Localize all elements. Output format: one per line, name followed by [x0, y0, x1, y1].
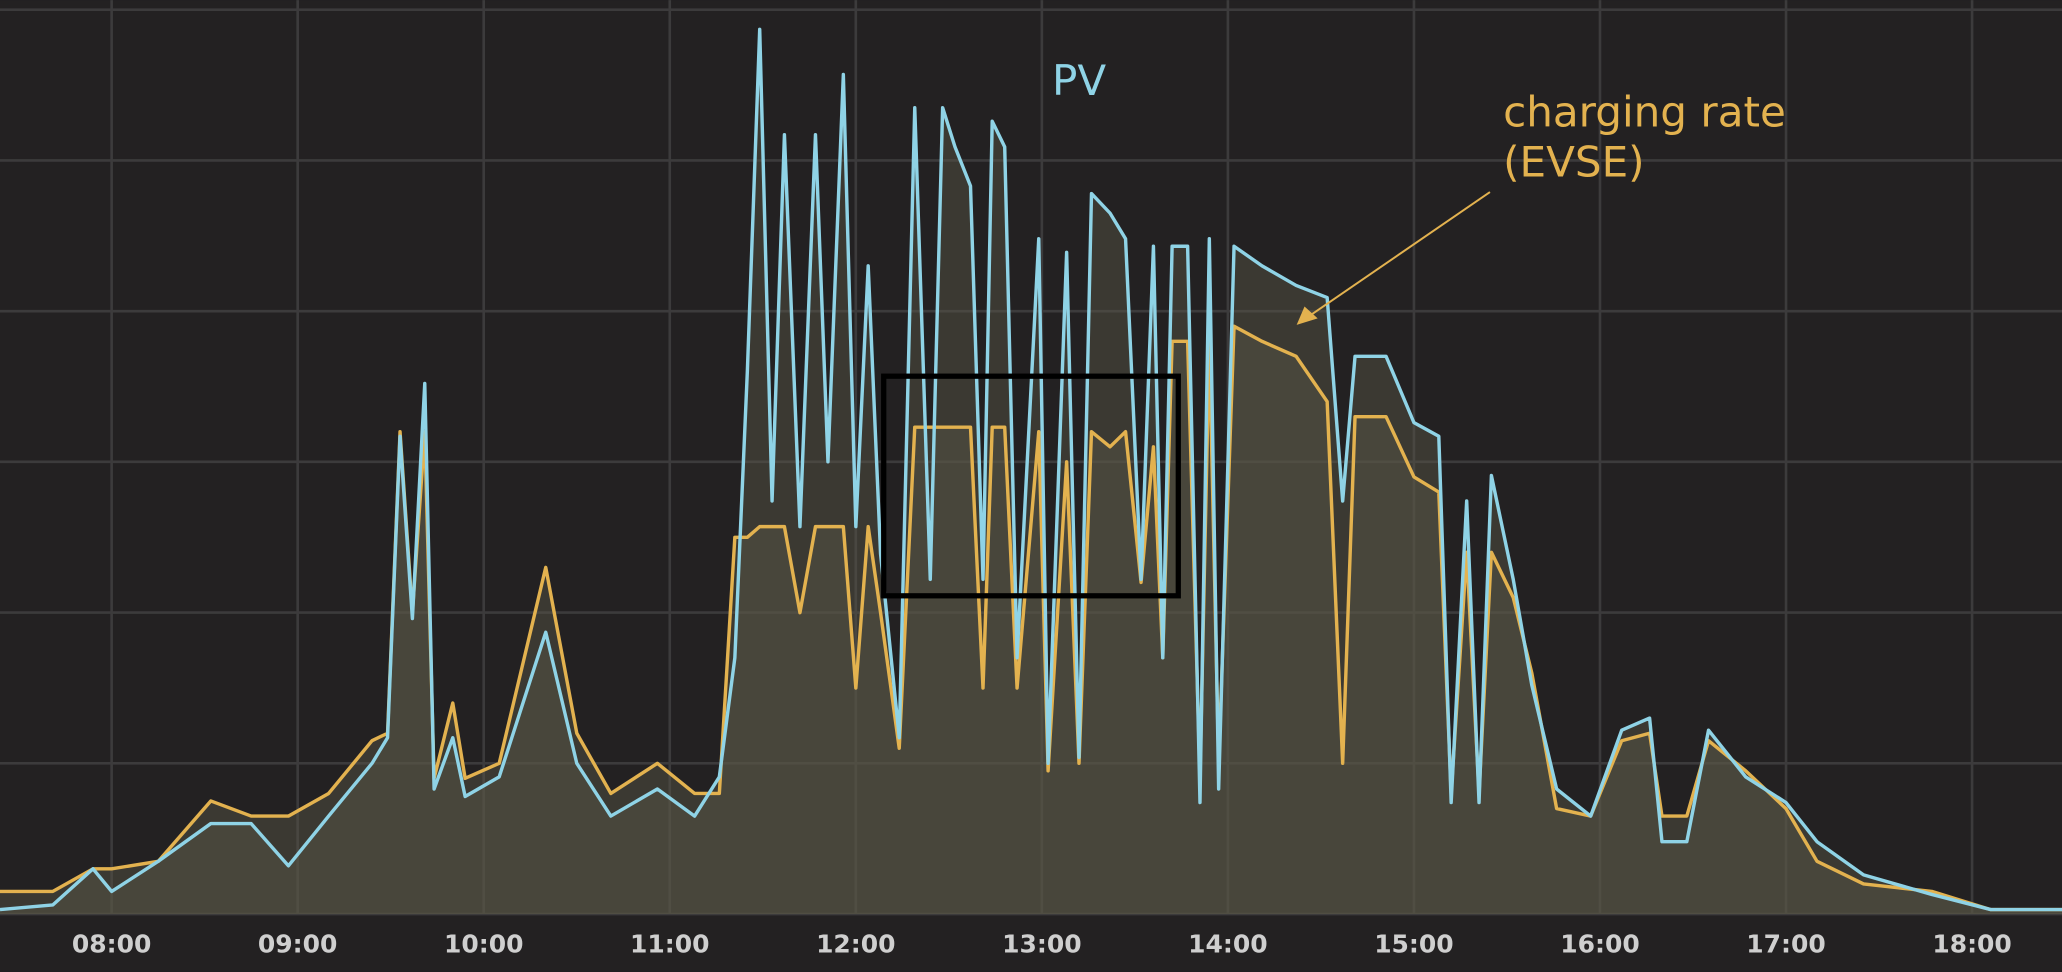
x-tick-label: 14:00	[1188, 930, 1267, 959]
annotation: charging rate	[1503, 87, 1786, 136]
arrow-line	[1309, 191, 1491, 317]
line	[0, 324, 2062, 912]
x-tick-label: 15:00	[1374, 930, 1453, 959]
plot-area	[0, 27, 2062, 915]
area	[0, 29, 2062, 915]
x-tick-label: 11:00	[630, 930, 709, 959]
line	[0, 27, 2062, 912]
x-tick-label: 13:00	[1002, 930, 1081, 959]
x-tick-label: 10:00	[444, 930, 523, 959]
arrow-head	[1296, 306, 1318, 325]
annotation: (EVSE)	[1503, 137, 1645, 186]
highlight-box	[881, 373, 1181, 599]
x-tick-label: 09:00	[258, 930, 337, 959]
x-tick-label: 16:00	[1560, 930, 1639, 959]
x-tick-label: 08:00	[72, 930, 151, 959]
x-tick-label: 12:00	[816, 930, 895, 959]
x-tick-label: 17:00	[1746, 930, 1825, 959]
grid	[0, 0, 2062, 916]
annotation: PV	[1052, 56, 1106, 105]
area	[0, 326, 2062, 915]
x-tick-label: 18:00	[1932, 930, 2011, 959]
